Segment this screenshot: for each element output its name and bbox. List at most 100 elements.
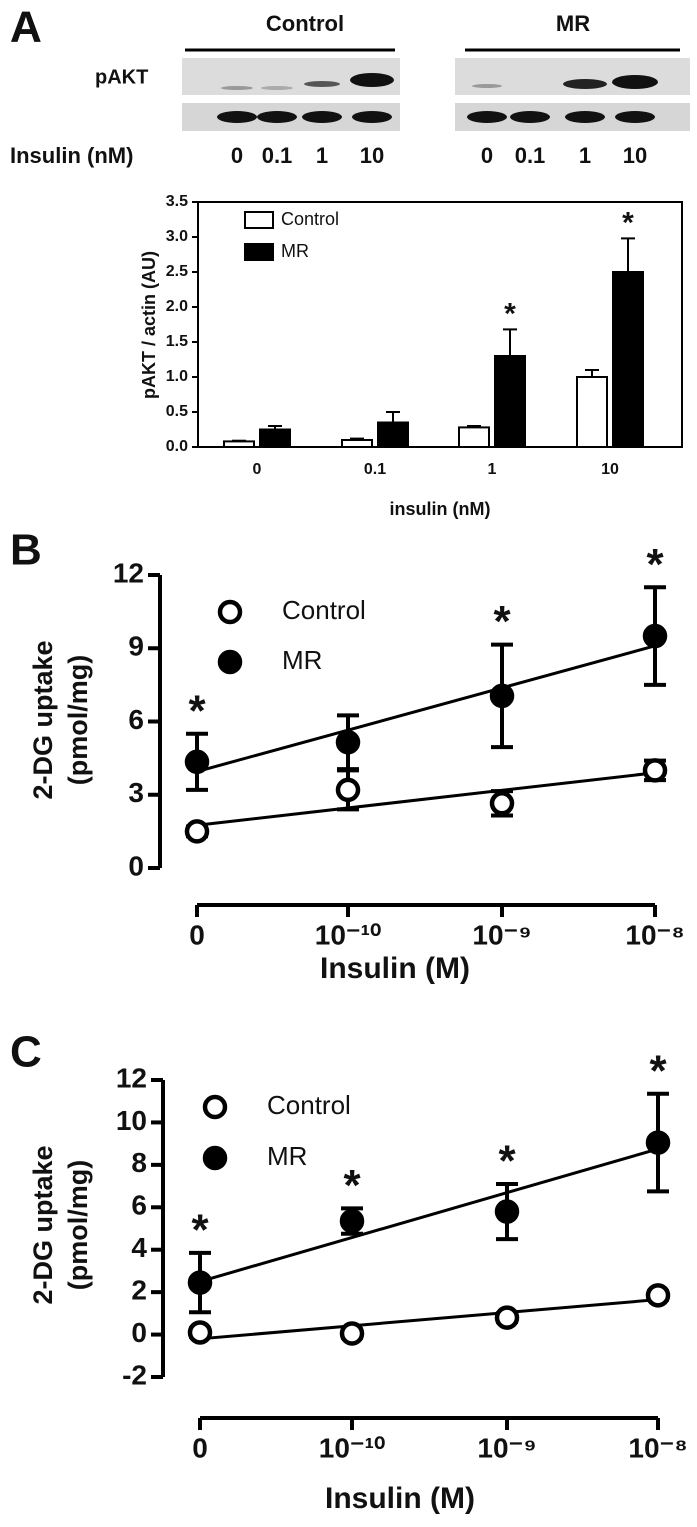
x-tick-label: 1 [488, 461, 497, 478]
legend-label: MR [281, 241, 309, 261]
fit-line [199, 1147, 659, 1283]
x-tick-label: 10⁻⁸ [628, 1432, 687, 1463]
y-tick-label: 2 [131, 1275, 147, 1306]
y-tick-label: 6 [128, 704, 144, 735]
y-tick-label: 3.5 [166, 193, 188, 210]
y-tick-label: 4 [131, 1232, 147, 1263]
legend-marker [202, 1145, 228, 1171]
legend-marker [217, 649, 243, 675]
panel-label: B [10, 526, 42, 575]
x-axis-label: Insulin (M) [320, 952, 470, 985]
significance: * [191, 1206, 209, 1255]
significance: * [343, 1161, 361, 1210]
blot-band [563, 79, 607, 89]
y-axis-label: (pmol/mg) [63, 1160, 93, 1290]
blot-band [261, 86, 293, 90]
y-tick-label: 3 [128, 777, 144, 808]
bar [377, 421, 409, 448]
legend-swatch [244, 211, 274, 229]
point [645, 1283, 671, 1308]
point [642, 623, 668, 649]
legend-label: Control [281, 209, 339, 229]
point [187, 1270, 213, 1295]
blot-band [472, 84, 502, 88]
blot-band [510, 111, 550, 123]
blot-band [467, 111, 507, 123]
point [339, 1321, 365, 1346]
x-tick-label: 10 [601, 461, 619, 478]
y-tick-label: 0 [128, 850, 144, 881]
fit-line [196, 771, 656, 827]
blot-band [612, 75, 658, 89]
point [184, 749, 210, 775]
y-axis-label: 2-DG uptake [28, 1145, 58, 1304]
row-label: pAKT [95, 66, 148, 88]
y-tick-label: 9 [128, 631, 144, 662]
bar [458, 426, 490, 448]
panel-label: A [10, 3, 42, 52]
blot-band [350, 73, 394, 87]
legend-marker [217, 599, 243, 625]
significance: * [188, 686, 206, 735]
point [339, 1208, 365, 1234]
x-tick-label: 10⁻¹⁰ [319, 1432, 385, 1463]
x-tick-label: 10⁻⁹ [472, 919, 531, 950]
blot-band [565, 111, 605, 123]
y-axis-label: pAKT / actin (AU) [139, 251, 159, 399]
dose-value: 1 [579, 143, 591, 168]
blot-band [615, 111, 655, 123]
bar [259, 428, 291, 448]
point [489, 683, 515, 709]
point [494, 1305, 520, 1330]
y-tick-label: 2.5 [166, 263, 188, 280]
bar [494, 355, 526, 448]
point [335, 777, 361, 803]
blot-band [352, 111, 392, 123]
point [335, 730, 361, 755]
x-tick-label: 0 [253, 461, 262, 478]
y-tick-label: 1.0 [166, 368, 188, 385]
y-tick-label: 0 [131, 1317, 147, 1348]
fit-line [199, 1298, 659, 1341]
y-tick-label: 3.0 [166, 228, 188, 245]
blot-band [257, 111, 297, 123]
y-axis-label: (pmol/mg) [63, 655, 93, 785]
dose-value: 10 [360, 143, 384, 168]
bar [612, 271, 644, 448]
y-tick-label: 12 [116, 1062, 147, 1093]
significance: * [504, 297, 516, 330]
dose-value: 1 [316, 143, 328, 168]
x-axis-label: Insulin (M) [325, 1482, 475, 1515]
dose-value: 0.1 [515, 143, 546, 168]
significance: * [493, 597, 511, 646]
legend-label: MR [282, 645, 322, 675]
panel-label: C [10, 1028, 42, 1077]
y-tick-label: 6 [131, 1190, 147, 1221]
x-tick-label: 10⁻⁹ [477, 1432, 536, 1463]
point [489, 791, 515, 816]
point [494, 1199, 520, 1224]
y-tick-label: 0.0 [166, 438, 188, 455]
group-label: MR [556, 11, 590, 36]
blot-image [182, 48, 690, 131]
plot-frame [197, 201, 683, 448]
legend-swatch [244, 243, 274, 261]
legend-marker [202, 1094, 228, 1120]
x-axis-label: insulin (nM) [390, 499, 491, 519]
point [184, 819, 210, 844]
y-tick-label: 8 [131, 1147, 147, 1178]
blot-band [302, 111, 342, 123]
blot-band [217, 111, 257, 123]
blot-band [221, 86, 253, 90]
x-tick-label: 0.1 [364, 461, 386, 478]
y-tick-label: -2 [122, 1359, 147, 1390]
x-tick-label: 10⁻⁸ [625, 919, 684, 950]
blot-band [304, 81, 340, 87]
bar [341, 439, 373, 448]
x-tick-label: 10⁻¹⁰ [315, 919, 381, 950]
legend-label: Control [267, 1090, 351, 1120]
dose-value: 0 [231, 143, 243, 168]
significance: * [649, 1046, 667, 1095]
x-tick-label: 0 [192, 1432, 208, 1463]
